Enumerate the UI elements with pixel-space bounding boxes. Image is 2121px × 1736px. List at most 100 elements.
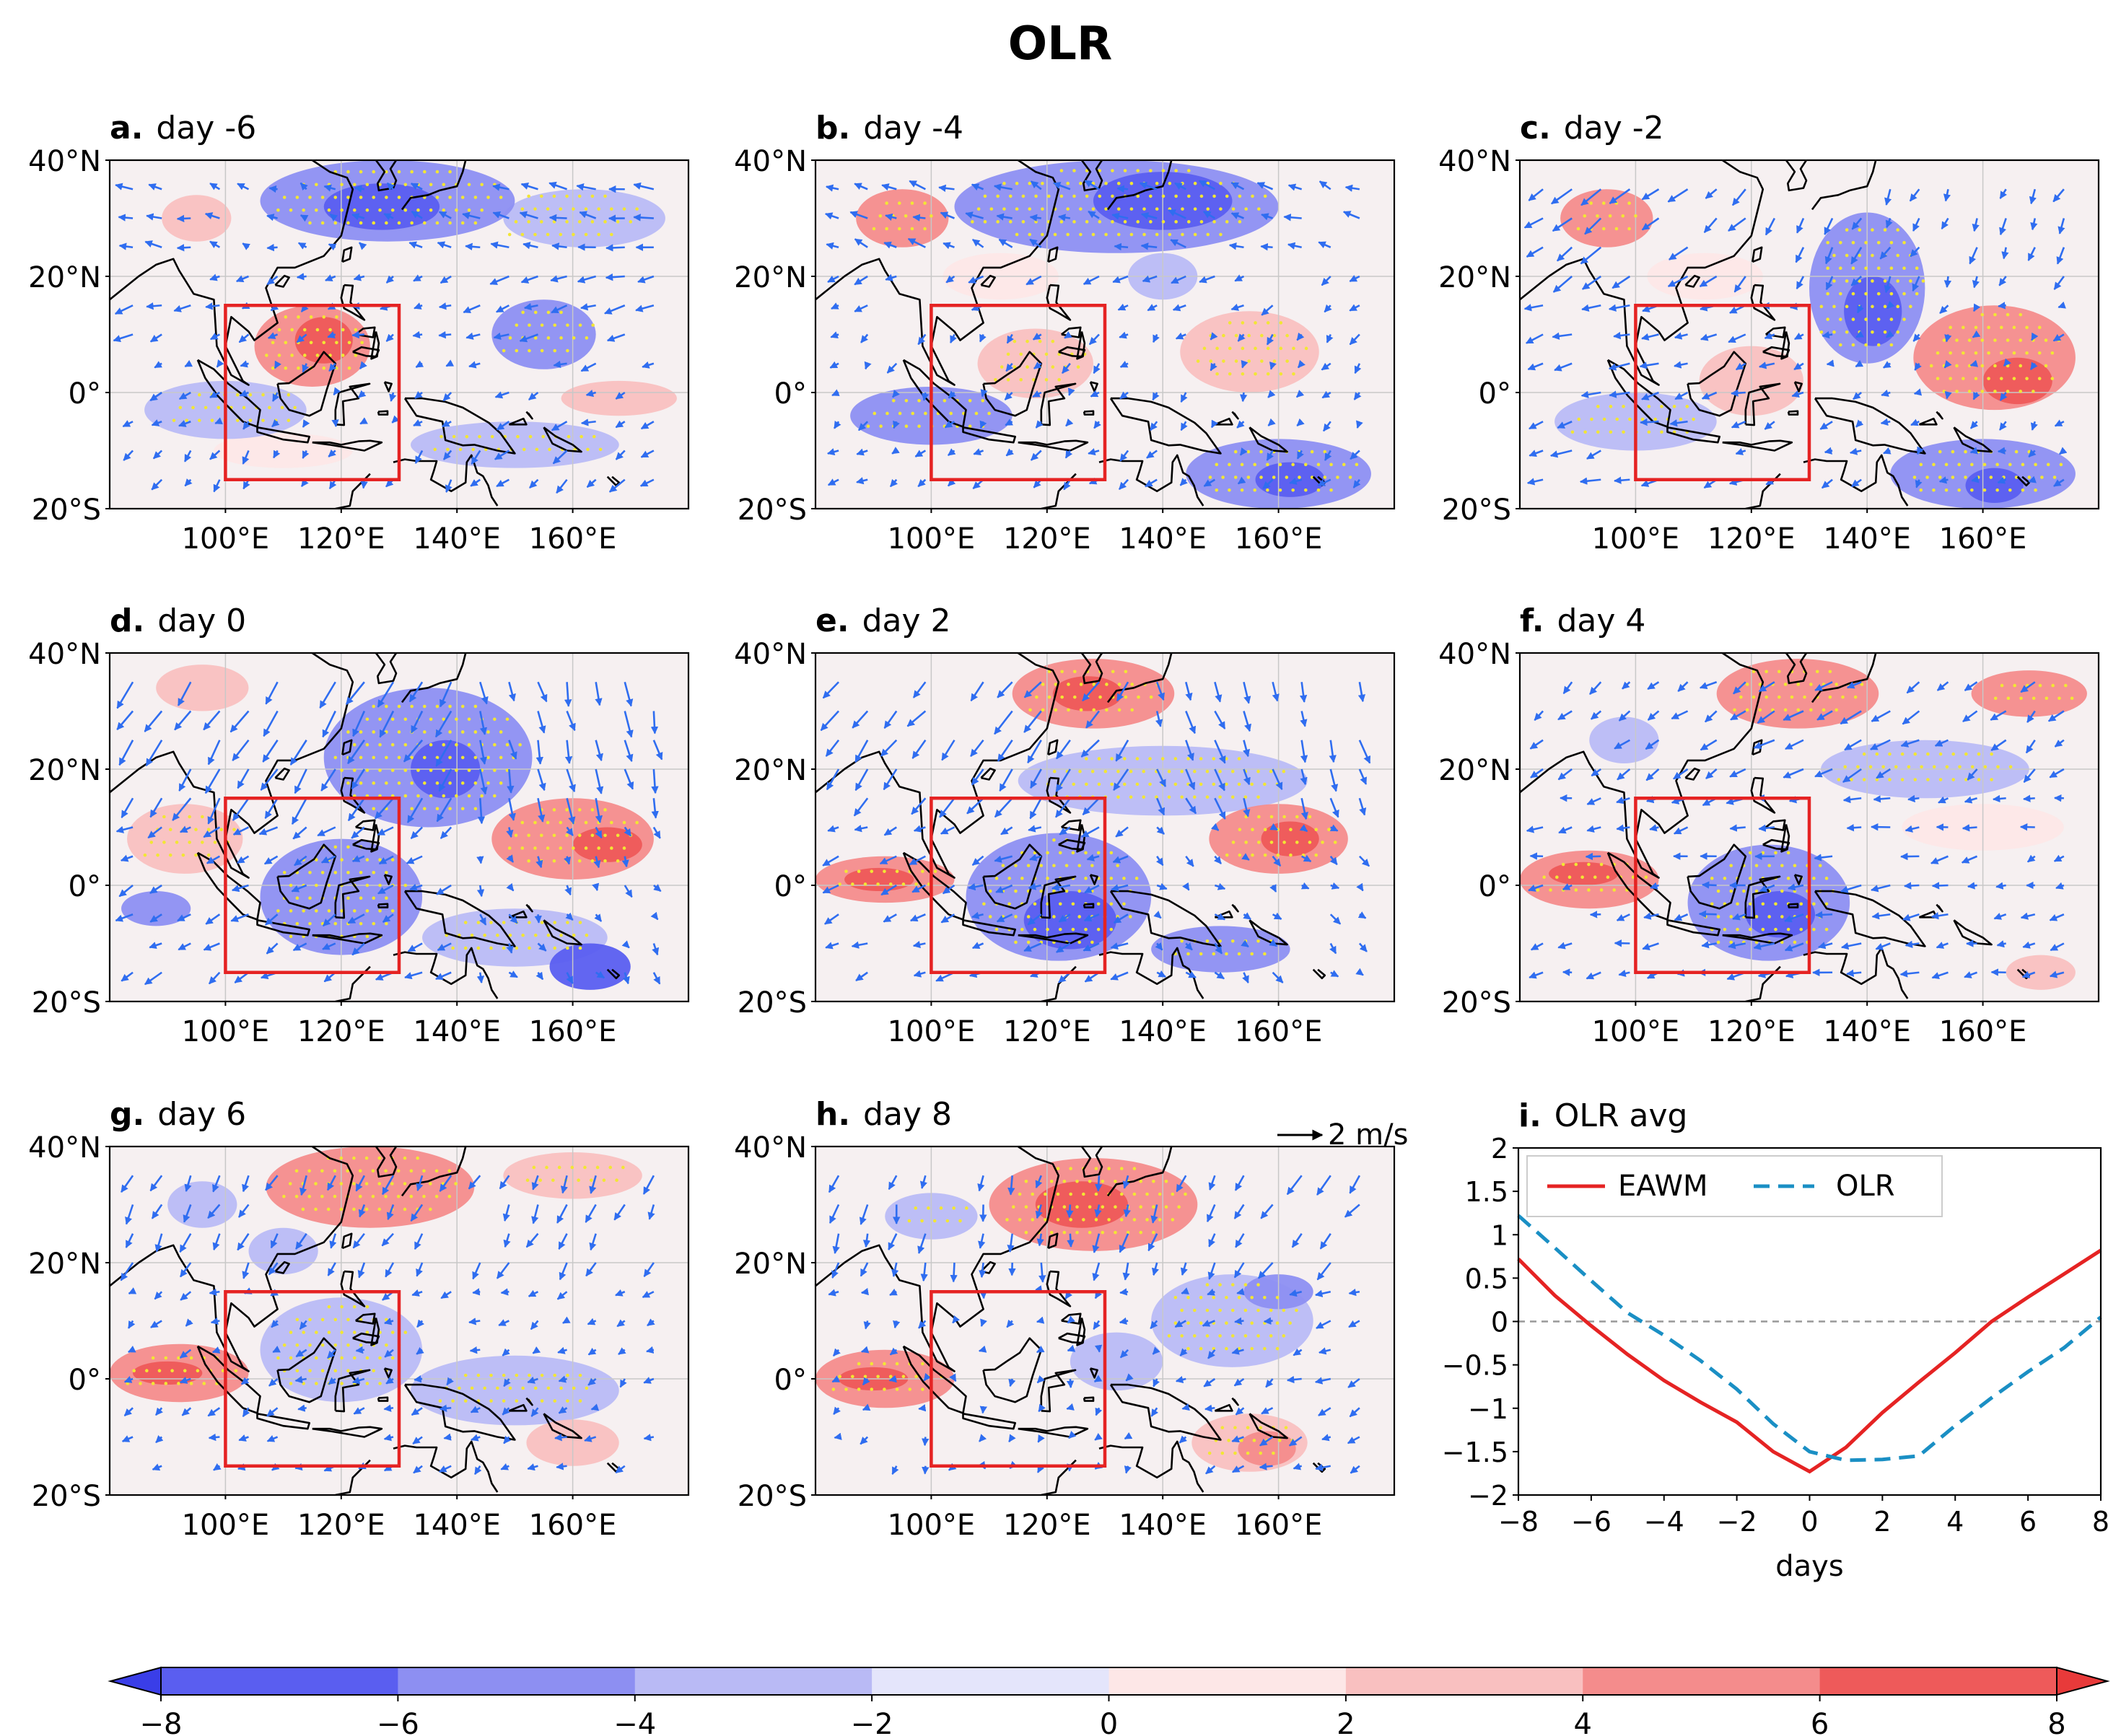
colorbar-tick-label: 2 [1337,1708,1355,1736]
lon-tick-label: 140°E [1119,522,1207,556]
olr-anomaly-patch [2006,955,2076,990]
olr-anomaly-patch [1716,659,1879,729]
colorbar: −8 −6 −4 −2 0 2 4 6 8 [108,1666,2110,1736]
lon-tick-label: 100°E [888,1015,976,1048]
lon-tick-label: 140°E [413,522,501,556]
map-field [815,653,1394,1001]
coastlines [110,653,621,1001]
olr-anomaly-patch [1982,357,2052,405]
map-field [110,1147,688,1495]
colorbar-segment [1345,1667,1583,1695]
olr-anomaly-patch [1549,862,1619,885]
lat-tick-label: 40°N [734,1131,807,1165]
colorbar-segment [872,1667,1109,1695]
olr-anomaly-patch [1261,821,1319,856]
olr-anomaly-patch [1971,670,2087,717]
olr-anomaly-patch [294,317,353,364]
panel-letter: c. [1520,110,1551,146]
lon-tick-label: 120°E [1003,522,1091,556]
lat-tick-label: 40°N [28,145,101,178]
colorbar-segment [1583,1667,1821,1695]
colorbar-tick-label: 0 [1100,1708,1118,1736]
lon-tick-label: 160°E [1235,1015,1323,1048]
wind-vectors [828,1175,1361,1476]
lon-tick-label: 160°E [1939,1015,2027,1048]
map-field [110,653,688,1001]
olr-anomaly-patch [561,380,677,416]
significance-stipple [126,1156,625,1403]
lat-tick-label: 20°S [738,1480,807,1513]
wind-vectors [115,681,663,986]
lon-tick-label: 100°E [888,1509,976,1542]
olr-anomaly-patch [856,189,949,247]
lon-tick-label: 160°E [529,1015,617,1048]
olr-anomaly-patch [1238,1431,1296,1466]
map-frame [1518,652,2100,1003]
figure-title: OLR [1008,17,1112,71]
lat-tick-label: 20°N [734,1248,807,1281]
wind-vectors [1526,681,2065,981]
vector-key: 2 m/s [1277,1118,1408,1152]
y-tick-label: −0.5 [1442,1350,1508,1382]
legend-label: EAWM [1618,1170,1708,1203]
map-frame [1518,159,2100,510]
olr-anomaly-patch [1052,676,1123,711]
olr-anomaly-patch [167,1181,237,1228]
panel-letter: d. [110,602,144,639]
olr-anomaly-patch [1589,716,1659,763]
colorbar-tick-label: −4 [613,1708,656,1736]
colorbar-tick-label: 4 [1574,1708,1592,1736]
colorbar-segment [1819,1667,2057,1695]
map-panel: e. day 2 40°N 20°N 0° 20°S 100°E 120°E 140°E 160°… [734,602,1396,1048]
lon-tick-label: 100°E [182,522,270,556]
lat-tick-label: 20°N [1438,754,1511,787]
wind-vectors [1523,188,2068,489]
colorbar-segment [398,1667,636,1695]
lon-tick-label: 120°E [1707,522,1796,556]
olr-anomaly-patch [248,1227,318,1275]
panel-title: e. day 2 [815,602,950,639]
y-tick-label: 2 [1491,1133,1508,1165]
lat-tick-label: 0° [774,870,807,903]
lat-tick-label: 0° [774,377,807,411]
map-field [1520,653,2099,1001]
region-box [224,304,401,481]
panel-day: day -4 [863,110,963,146]
coastlines [110,160,621,509]
map-frame [108,1145,690,1496]
lat-tick-label: 0° [1479,377,1511,411]
olr-anomaly-patch [1560,189,1653,247]
x-tick-label: −6 [1571,1506,1611,1538]
map-field [1520,160,2099,509]
lat-tick-label: 40°N [28,638,101,671]
map-frame [814,159,1396,510]
lat-tick-label: 40°N [734,145,807,178]
x-tick-label: −2 [1717,1506,1757,1538]
map-frame [814,652,1396,1003]
panel-title: c. day -2 [1520,110,1664,146]
x-tick-label: −8 [1498,1506,1539,1538]
lat-tick-label: 0° [69,1364,101,1397]
lon-tick-label: 160°E [1235,522,1323,556]
lon-tick-label: 100°E [182,1015,270,1048]
legend-label: OLR [1836,1170,1895,1203]
panel-letter: f. [1520,602,1544,639]
lon-tick-label: 160°E [529,1509,617,1542]
x-tick-label: 2 [1873,1506,1891,1538]
panel-letter: h. [815,1096,850,1133]
colorbar-segment [1108,1667,1347,1695]
wind-vectors [820,681,1371,983]
olr-anomaly-patch [133,1361,203,1385]
panel-title: i. OLR avg [1518,1097,1687,1134]
olr-anomaly-patch [411,1355,619,1426]
olr-anomaly-patch [1255,462,1325,497]
lat-tick-label: 20°S [738,986,807,1020]
colorbar-segment [634,1667,873,1695]
lon-tick-label: 100°E [888,522,976,556]
map-frame [814,1145,1396,1496]
coastlines [815,653,1326,1001]
y-tick-label: −1 [1468,1393,1508,1425]
map-panel: g. day 6 40°N 20°N 0° 20°S 100°E 120°E 140°E 160°… [28,1096,690,1542]
panel-title: f. day 4 [1520,602,1645,639]
